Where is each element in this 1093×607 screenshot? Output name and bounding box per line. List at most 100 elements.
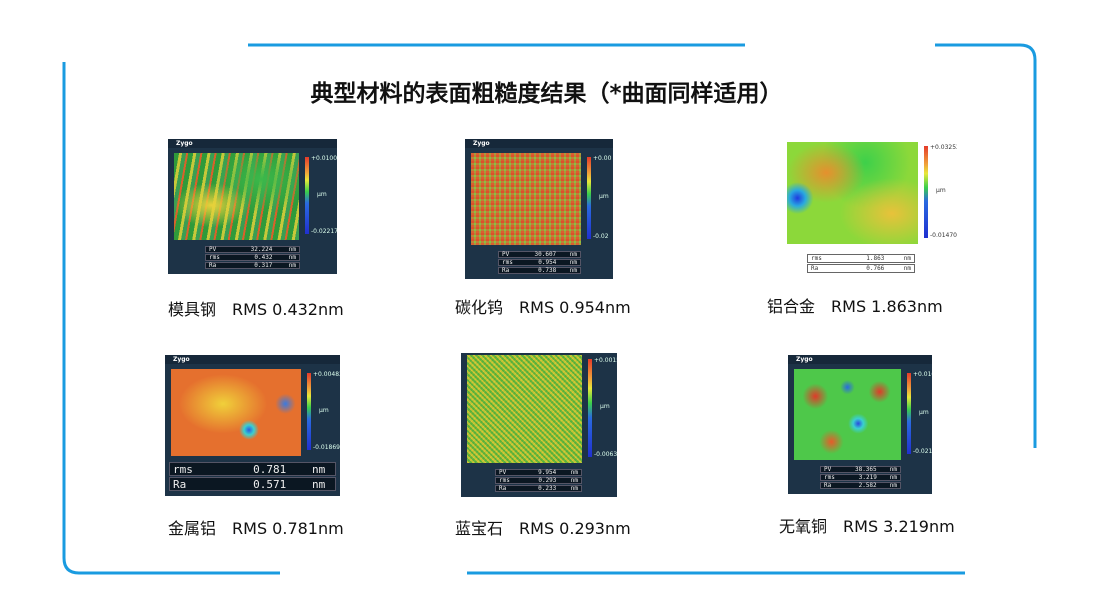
scale-min: -0.02 xyxy=(593,233,609,240)
readout-row: PV 38.365 nm xyxy=(820,466,901,473)
sample-panel: +0.03253 μm -0.01470 rms 1.863 nm Ra 0.766 nm xyxy=(787,140,957,278)
readout-value: 0.571 xyxy=(253,477,287,491)
readout-value: 30.607 xyxy=(534,251,557,258)
readout-value: 0.432 xyxy=(254,254,273,261)
scale-max: +0.01001 xyxy=(311,155,337,162)
readout-unit: nm xyxy=(312,462,326,476)
readout-unit: nm xyxy=(569,259,577,266)
readout-value: 0.738 xyxy=(538,267,557,274)
readout-unit: nm xyxy=(569,267,577,274)
material: 无氧铜 xyxy=(779,517,828,536)
scale-unit: μm xyxy=(600,403,610,410)
readout-row: Ra 0.766 nm xyxy=(807,264,915,273)
readout-row: rms 1.863 nm xyxy=(807,254,915,263)
scale-min: -0.00631 xyxy=(594,451,617,458)
scale-max: +0.03253 xyxy=(930,144,957,151)
color-bar xyxy=(587,157,591,239)
readout-row: Ra 2.582 nm xyxy=(820,482,901,489)
surface-map xyxy=(794,369,901,460)
readout-label: PV xyxy=(824,466,832,473)
color-bar xyxy=(305,157,309,234)
surface-map xyxy=(174,153,299,240)
readout-row: rms 0.293 nm xyxy=(495,477,582,484)
sample-panel: +0.00151 μm -0.00631 PV 9.954 nm rms 0.293 nm Ra 0… xyxy=(461,353,617,497)
scale-min: -0.01470 xyxy=(930,232,957,239)
surface-map xyxy=(171,369,301,456)
readout-unit: nm xyxy=(889,474,897,481)
frame-lines xyxy=(62,43,1037,575)
readout-value: 0.781 xyxy=(253,462,287,476)
readout-row: PV 32.224 nm xyxy=(205,246,300,253)
caption: 金属铝 RMS 0.781nm xyxy=(168,515,344,539)
rms: RMS 1.863nm xyxy=(831,297,943,316)
caption: 碳化钨 RMS 0.954nm xyxy=(455,294,631,318)
scale-min: -0.02217 xyxy=(311,228,337,235)
readout-value: 0.954 xyxy=(538,259,557,266)
surface-map xyxy=(787,142,918,244)
readout-value: 9.954 xyxy=(538,469,557,476)
readout-label: rms xyxy=(811,255,822,262)
readout-row: Ra 0.738 nm xyxy=(498,267,581,274)
readout-value: 0.766 xyxy=(866,265,885,272)
readout-unit: nm xyxy=(903,265,911,272)
color-bar xyxy=(307,373,311,450)
readout-value: 0.317 xyxy=(254,262,273,269)
color-bar xyxy=(907,373,911,454)
frame-corner xyxy=(935,43,1037,448)
readout-unit: nm xyxy=(903,255,911,262)
brand: Zygo xyxy=(788,355,932,364)
scale-max: +0.01083 xyxy=(913,371,932,378)
readout-label: PV xyxy=(209,246,217,253)
scale-min: -0.01869 xyxy=(313,444,340,451)
sample-panel: Zygo +0.00483 μm -0.01869 rms 0.781 nm Ra 0.571 n… xyxy=(165,355,340,496)
caption: 模具钢 RMS 0.432nm xyxy=(168,296,344,320)
scale-unit: μm xyxy=(919,408,929,416)
readout-row: PV 30.607 nm xyxy=(498,251,581,258)
readout-unit: nm xyxy=(288,254,296,261)
readout-label: Ra xyxy=(499,485,507,492)
readout-label: Ra xyxy=(824,482,832,489)
readout-label: rms xyxy=(499,477,510,484)
readout-value: 0.233 xyxy=(538,485,557,492)
brand: Zygo xyxy=(165,355,340,364)
readout-row: Ra 0.571 nm xyxy=(169,477,336,491)
readout-label: rms xyxy=(824,474,835,481)
sample-panel: Zygo +0.00 μm -0.02 PV 30.607 nm rms 0.954 nm Ra 0.… xyxy=(465,139,613,279)
scale-max: +0.00 xyxy=(593,155,612,162)
readout-unit: nm xyxy=(288,246,296,253)
surface-map xyxy=(471,153,581,245)
scale-unit: μm xyxy=(317,190,327,198)
readout-unit: nm xyxy=(288,262,296,269)
readout-value: 32.224 xyxy=(250,246,273,253)
sample-panel: Zygo +0.01083 μm -0.02194 PV 38.365 nm rms 3.219… xyxy=(788,355,932,494)
readout-unit: nm xyxy=(569,251,577,258)
readout-row: rms 3.219 nm xyxy=(820,474,901,481)
readout-value: 2.582 xyxy=(858,482,877,489)
rms: RMS 0.432nm xyxy=(232,300,344,319)
readout-unit: nm xyxy=(889,466,897,473)
color-bar xyxy=(924,146,928,238)
rms: RMS 0.954nm xyxy=(519,298,631,317)
readout-value: 0.293 xyxy=(538,477,557,484)
readout-label: rms xyxy=(173,462,193,476)
readout-unit: nm xyxy=(889,482,897,489)
frame-corner xyxy=(62,62,280,575)
readout-label: rms xyxy=(502,259,513,266)
readout-row: rms 0.954 nm xyxy=(498,259,581,266)
rms: RMS 0.781nm xyxy=(232,519,344,538)
scale-max: +0.00483 xyxy=(313,371,340,378)
material: 蓝宝石 xyxy=(455,519,504,538)
readout-unit: nm xyxy=(312,477,326,491)
scale-unit: μm xyxy=(319,406,329,414)
scale-max: +0.00151 xyxy=(594,357,617,364)
readout-unit: nm xyxy=(570,469,578,476)
rms: RMS 3.219nm xyxy=(843,517,955,536)
caption: 铝合金 RMS 1.863nm xyxy=(767,293,943,317)
brand: Zygo xyxy=(168,139,337,148)
readout-row: Ra 0.317 nm xyxy=(205,262,300,269)
title: 典型材料的表面粗糙度结果（*曲面同样适用） xyxy=(310,81,783,107)
readout-label: Ra xyxy=(209,262,217,269)
readout-label: Ra xyxy=(173,477,187,491)
